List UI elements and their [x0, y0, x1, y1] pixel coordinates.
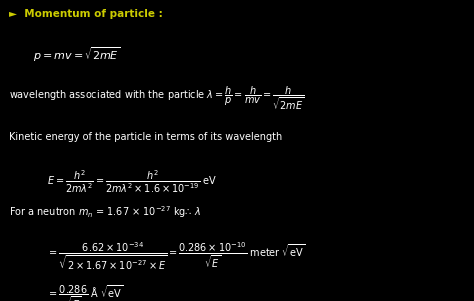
Text: $= \dfrac{6.62\times10^{-34}}{\sqrt{2\times1.67\times10^{-27}\times E}} = \dfrac: $= \dfrac{6.62\times10^{-34}}{\sqrt{2\ti… [47, 241, 305, 272]
Text: Kinetic energy of the particle in terms of its wavelength: Kinetic energy of the particle in terms … [9, 132, 283, 142]
Text: $E = \dfrac{h^{2}}{2m\lambda^{2}} = \dfrac{h^{2}}{2m\lambda^{2}\times1.6\times10: $E = \dfrac{h^{2}}{2m\lambda^{2}} = \dfr… [47, 169, 218, 195]
Text: wavelength associated with the particle $\lambda = \dfrac{h}{p} = \dfrac{h}{mv} : wavelength associated with the particle … [9, 84, 305, 112]
Text: ►  Momentum of particle :: ► Momentum of particle : [9, 9, 163, 19]
Text: $p = mv = \sqrt{2mE}$: $p = mv = \sqrt{2mE}$ [33, 45, 120, 64]
Text: $= \dfrac{0.286}{\sqrt{E}}$ Å $\sqrt{\mathrm{eV}}$: $= \dfrac{0.286}{\sqrt{E}}$ Å $\sqrt{\ma… [47, 283, 124, 301]
Text: For a neutron $m_n$ = 1.67 × 10$^{-27}$ kg∴ $\lambda$: For a neutron $m_n$ = 1.67 × 10$^{-27}$ … [9, 205, 201, 220]
